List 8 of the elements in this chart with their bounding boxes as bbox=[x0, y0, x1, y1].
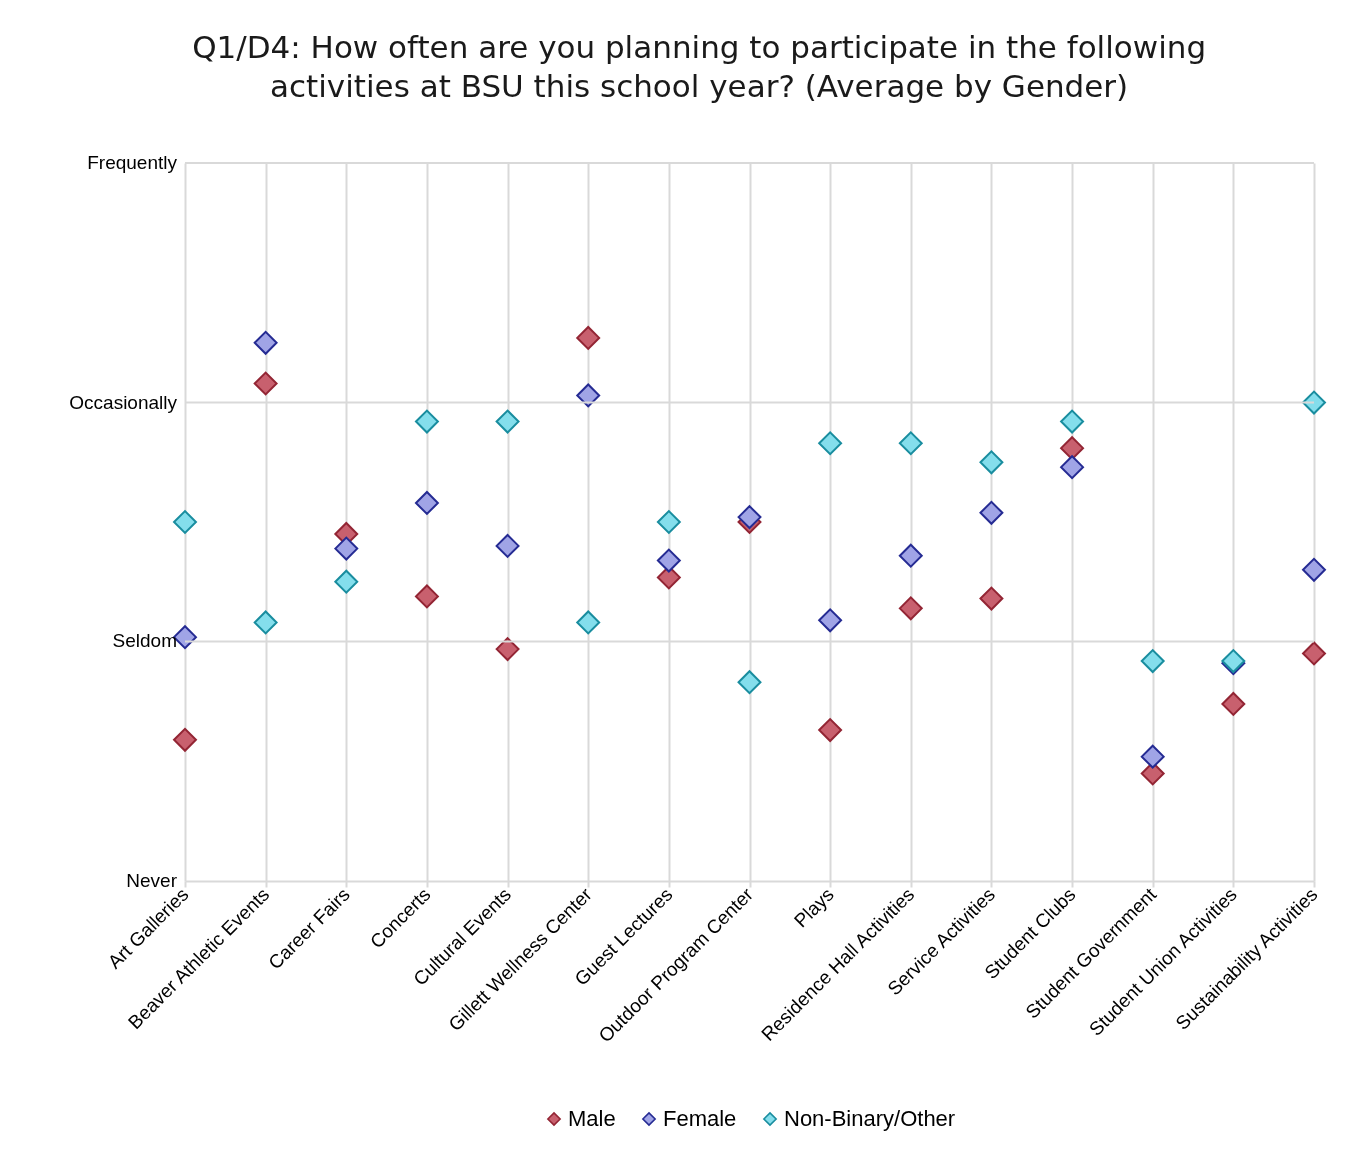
legend-label: Female bbox=[663, 1106, 737, 1131]
chart-title: Q1/D4: How often are you planning to participate in the following activities at BSU this school year? (Average by Gender) bbox=[192, 29, 1207, 104]
legend-label: Non-Binary/Other bbox=[784, 1106, 956, 1131]
text: Never bbox=[126, 870, 178, 891]
ref-line-label: Seldom bbox=[112, 630, 177, 652]
ref-line-label: Occasionally bbox=[69, 391, 178, 413]
ref-line-label: Frequently bbox=[87, 152, 178, 173]
legend-label: Male bbox=[568, 1106, 616, 1131]
